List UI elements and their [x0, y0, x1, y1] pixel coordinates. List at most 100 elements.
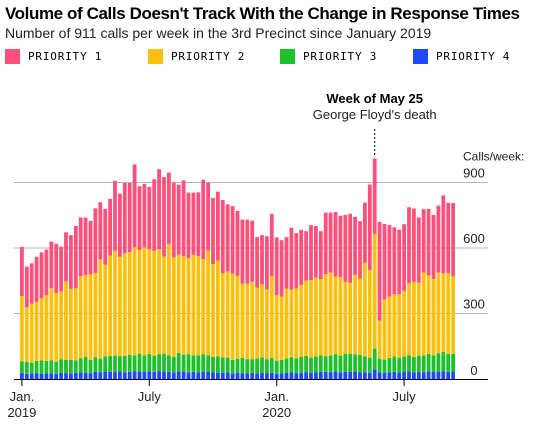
bar-segment-priority-4	[122, 372, 127, 379]
bar-segment-priority-1	[441, 195, 446, 274]
bar-segment-priority-2	[299, 284, 304, 357]
bar-segment-priority-2	[294, 288, 299, 359]
bar-segment-priority-3	[118, 356, 122, 372]
bar-segment-priority-1	[397, 229, 402, 295]
bar-segment-priority-3	[83, 356, 88, 373]
bar-segment-priority-4	[235, 372, 240, 379]
bar-segment-priority-1	[54, 243, 59, 293]
legend-swatch-priority-4	[413, 48, 428, 64]
bar-segment-priority-1	[137, 186, 142, 250]
bar-segment-priority-2	[127, 252, 132, 355]
bar-segment-priority-2	[137, 249, 142, 354]
x-tick-sublabel: 2019	[7, 405, 36, 420]
bar-segment-priority-3	[39, 360, 44, 374]
bar-segment-priority-1	[343, 214, 348, 282]
legend-label-priority-1: PRIORITY 1	[28, 49, 103, 63]
bar-segment-priority-3	[353, 354, 357, 372]
bar-segment-priority-3	[127, 354, 132, 372]
bar-segment-priority-3	[421, 355, 426, 373]
bar-segment-priority-2	[363, 262, 367, 357]
bar-segment-priority-1	[147, 186, 152, 250]
bar-segment-priority-2	[108, 255, 112, 357]
bar-segment-priority-1	[265, 236, 269, 290]
bar-segment-priority-4	[98, 372, 103, 379]
bar-segment-priority-2	[29, 303, 34, 363]
bar-segment-priority-1	[309, 225, 313, 281]
bar-segment-priority-3	[451, 353, 455, 372]
bar-segment-priority-4	[240, 373, 245, 379]
bar-segment-priority-2	[142, 247, 147, 356]
bar-segment-priority-1	[127, 182, 132, 253]
bar-segment-priority-3	[186, 354, 191, 373]
bar-segment-priority-1	[235, 210, 240, 276]
bar-segment-priority-1	[436, 205, 441, 273]
bar-segment-priority-3	[201, 354, 206, 372]
x-tick-label: July	[138, 389, 162, 404]
bar-segment-priority-2	[20, 296, 24, 362]
bar-segment-priority-4	[54, 373, 59, 379]
bar-segment-priority-2	[372, 233, 377, 349]
bar-segment-priority-4	[318, 372, 323, 379]
bar-segment-priority-4	[211, 372, 215, 379]
bar-segment-priority-4	[392, 371, 397, 379]
bar-segment-priority-1	[407, 207, 411, 284]
bar-segment-priority-1	[240, 219, 245, 284]
bar-segment-priority-1	[245, 219, 250, 284]
bar-segment-priority-1	[44, 249, 49, 296]
bar-segment-priority-4	[113, 372, 117, 379]
bar-segment-priority-3	[333, 354, 338, 372]
bar-segment-priority-3	[73, 360, 78, 373]
bar-segment-priority-2	[353, 274, 357, 355]
bar-segment-priority-4	[147, 371, 152, 379]
bar-segment-priority-4	[44, 373, 49, 379]
legend-item-priority-1: PRIORITY 1	[5, 48, 102, 64]
bar-segment-priority-4	[353, 371, 357, 379]
bar-segment-priority-4	[402, 372, 406, 379]
bar-segment-priority-4	[250, 372, 255, 379]
bar-segment-priority-2	[421, 272, 426, 356]
bar-segment-priority-4	[314, 372, 318, 379]
bar-segment-priority-2	[392, 294, 397, 357]
bar-segment-priority-3	[29, 362, 34, 374]
bar-segment-priority-4	[167, 371, 171, 379]
bar-segment-priority-3	[304, 355, 308, 373]
bar-segment-priority-3	[416, 355, 421, 372]
bar-segment-priority-4	[377, 372, 382, 379]
bar-segment-priority-4	[225, 372, 230, 379]
bar-segment-priority-1	[333, 212, 338, 277]
bar-segment-priority-3	[426, 353, 431, 372]
bar-segment-priority-1	[289, 227, 294, 290]
bar-segment-priority-4	[191, 371, 196, 379]
bar-segment-priority-1	[387, 225, 392, 297]
bar-segment-priority-4	[142, 372, 147, 379]
bar-segment-priority-4	[333, 371, 338, 379]
bar-segment-priority-2	[113, 250, 117, 356]
bar-segment-priority-2	[436, 272, 441, 354]
bar-segment-priority-2	[309, 280, 313, 358]
bar-segment-priority-3	[69, 359, 73, 374]
bar-segment-priority-2	[230, 273, 235, 360]
bar-segment-priority-2	[211, 264, 215, 357]
bar-segment-priority-1	[220, 199, 225, 274]
bar-segment-priority-1	[206, 182, 210, 251]
bar-segment-priority-1	[211, 198, 215, 265]
bar-segment-priority-2	[358, 278, 362, 355]
bar-segment-priority-2	[323, 274, 328, 357]
bar-segment-priority-3	[64, 360, 68, 374]
bar-segment-priority-4	[436, 371, 441, 379]
bar-segment-priority-2	[255, 287, 259, 359]
bar-segment-priority-4	[93, 372, 98, 379]
bar-segment-priority-3	[367, 357, 372, 373]
bar-segment-priority-4	[343, 371, 348, 379]
bar-segment-priority-4	[382, 372, 387, 379]
bar-segment-priority-1	[39, 252, 44, 299]
bar-segment-priority-3	[108, 356, 112, 372]
bar-segment-priority-3	[289, 357, 294, 373]
y-tick-label: 0	[470, 363, 477, 378]
bar-segment-priority-3	[407, 355, 411, 372]
bar-segment-priority-1	[446, 202, 451, 274]
bar-segment-priority-4	[397, 372, 402, 379]
bar-segment-priority-2	[162, 256, 166, 354]
